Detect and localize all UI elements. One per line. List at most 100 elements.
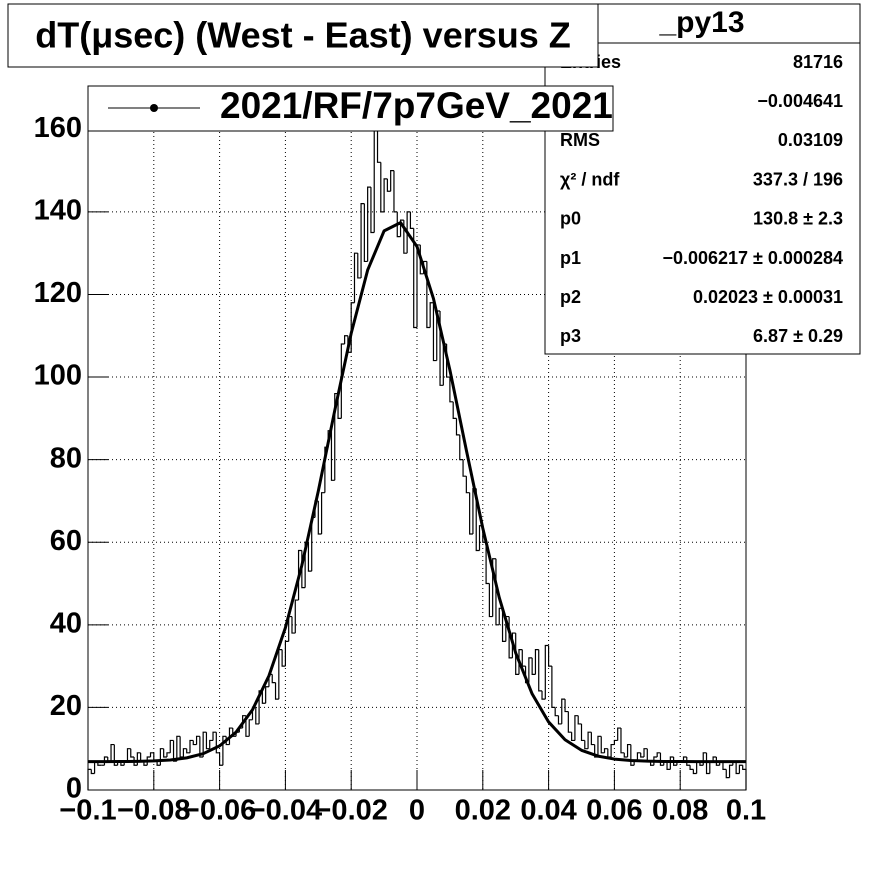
histogram-bin	[163, 748, 167, 758]
stats-value: −0.006217 ± 0.000284	[662, 248, 843, 268]
histogram-bin	[554, 707, 559, 717]
y-tick-label: 140	[34, 195, 82, 227]
x-tick-label: 0.02	[455, 795, 511, 827]
stats-value: 0.03109	[778, 130, 843, 150]
histogram-bin	[399, 219, 404, 237]
histogram-bin	[130, 748, 135, 758]
histogram-bin	[567, 711, 572, 733]
histogram-bin	[344, 335, 348, 345]
histogram-bin	[465, 476, 470, 494]
histogram-bin	[222, 735, 227, 766]
histogram-bin	[636, 752, 641, 762]
histogram-bin	[705, 752, 710, 775]
x-tick-label: −0.04	[249, 795, 322, 827]
histogram-bin	[501, 608, 506, 642]
histogram-bin	[255, 707, 260, 725]
histogram-bin	[485, 542, 490, 585]
histogram-bin	[600, 736, 605, 754]
histogram-bin	[666, 761, 671, 770]
histogram-bin	[133, 756, 138, 766]
y-tick-label: 60	[50, 525, 82, 557]
histogram-bin	[426, 261, 431, 329]
histogram-bin	[561, 698, 566, 724]
y-tick-label: 0	[66, 773, 82, 805]
histogram-bin	[281, 649, 286, 667]
legend: 2021/RF/7p7GeV_2021	[87, 85, 614, 132]
histogram-bin	[548, 645, 552, 667]
y-tick-label: 160	[34, 112, 82, 144]
histogram-bin	[682, 756, 687, 762]
histogram-bin	[528, 657, 533, 683]
histogram-bin	[439, 310, 444, 386]
histogram-bin	[686, 756, 691, 766]
histogram-bin	[590, 732, 595, 746]
histogram-bin	[449, 377, 454, 403]
histogram-bin	[390, 169, 394, 192]
stats-label: p0	[560, 209, 581, 229]
histogram-bin	[541, 690, 546, 700]
y-tick-label: 40	[50, 607, 82, 639]
histogram-bin	[488, 583, 493, 618]
histogram-bin	[515, 633, 519, 675]
histogram-bin	[126, 748, 131, 762]
x-tick-label: −0.1	[59, 795, 116, 827]
histogram-bin	[169, 739, 174, 753]
x-tick-label: 0.06	[586, 795, 642, 827]
histogram-bin	[613, 739, 618, 745]
histogram-bin	[469, 492, 473, 535]
histogram-bin	[110, 743, 115, 762]
legend-label: 2021/RF/7p7GeV_2021	[220, 85, 613, 126]
histogram-bin	[360, 203, 365, 278]
histogram-bin	[149, 752, 154, 757]
histogram-bin	[370, 187, 375, 234]
histogram-bin	[87, 768, 92, 790]
histogram-bin	[413, 228, 417, 329]
histogram-bin	[340, 343, 345, 419]
histogram-bin	[403, 220, 408, 254]
histogram-bin	[544, 644, 549, 700]
histogram-bin	[261, 690, 266, 704]
histogram-bin	[219, 752, 223, 766]
x-tick-label: 0.08	[652, 795, 708, 827]
histogram-bin	[738, 764, 743, 774]
histogram-bin	[742, 765, 747, 790]
histogram-bin	[656, 752, 661, 757]
histogram-bin	[307, 542, 312, 572]
stats-label: p2	[560, 287, 581, 307]
histogram-bin	[245, 715, 250, 737]
x-tick-label: −0.02	[315, 795, 388, 827]
y-tick-label: 80	[50, 442, 82, 474]
histogram-bin	[640, 752, 645, 758]
histogram-bin	[577, 715, 582, 725]
histogram-bin	[574, 715, 579, 741]
x-tick-label: 0	[409, 795, 425, 827]
histogram-bin	[172, 740, 177, 762]
histogram-bin	[617, 727, 621, 741]
histogram-bin	[584, 740, 589, 750]
histogram-bin	[511, 632, 516, 658]
histogram-bin	[90, 769, 95, 775]
histogram-bin	[265, 686, 269, 704]
y-tick-label: 120	[34, 277, 82, 309]
histogram-bin	[186, 748, 190, 754]
histogram-bin	[363, 203, 368, 263]
histogram-bin	[712, 756, 717, 762]
histogram-bin	[166, 752, 171, 757]
histogram-bin	[518, 649, 523, 675]
histogram-bin	[659, 752, 664, 766]
histogram-bin	[455, 418, 460, 436]
histogram-bin	[429, 302, 434, 328]
y-tick-label: 100	[34, 360, 82, 392]
histogram-bin	[156, 761, 161, 766]
histogram-bin	[376, 129, 381, 163]
histogram-bin	[626, 743, 631, 757]
histogram-bin	[538, 649, 543, 692]
histogram-bin	[620, 728, 625, 754]
histogram-bin	[195, 735, 200, 745]
y-tick-label: 20	[50, 690, 82, 722]
histogram-bin	[367, 186, 371, 262]
histogram-bin	[202, 731, 207, 757]
histogram-bin	[689, 765, 694, 770]
histogram-bin	[291, 616, 296, 634]
